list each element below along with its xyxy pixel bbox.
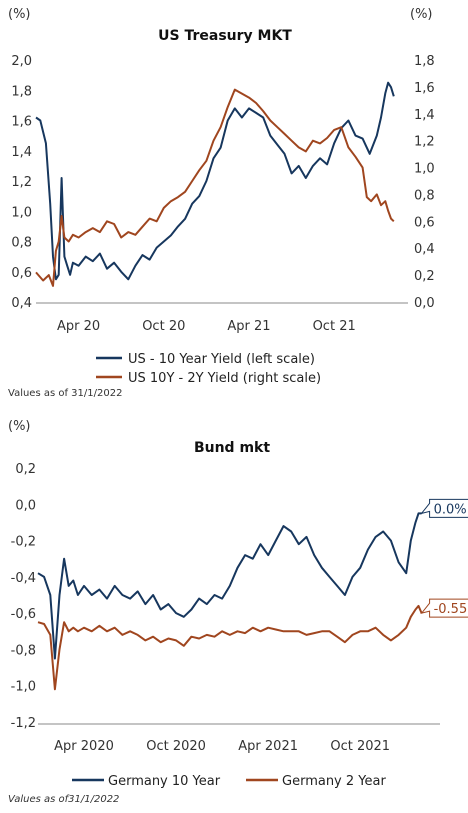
bund-x-tick-label: Oct 2020 bbox=[146, 739, 206, 754]
us-legend-label-spread: US 10Y - 2Y Yield (right scale) bbox=[128, 371, 321, 386]
us-left-tick-label: 1,4 bbox=[11, 145, 32, 160]
bund-y-tick-label: -0,4 bbox=[11, 571, 36, 586]
us-left-unit: (%) bbox=[8, 7, 31, 22]
bund-y-tick-label: -0,6 bbox=[11, 607, 36, 622]
us-left-tick-label: 0,8 bbox=[11, 236, 32, 251]
us-right-tick-label: 0,0 bbox=[414, 296, 435, 311]
us-treasury-chart: (%) (%) US Treasury MKT 0,4 0,6 0,8 1,0 1,2 1… bbox=[8, 7, 435, 399]
bund-x-tick-label: Apr 2020 bbox=[54, 739, 114, 754]
us-right-unit: (%) bbox=[410, 7, 433, 22]
germany-2y-line bbox=[37, 604, 423, 691]
us-chart-title: US Treasury MKT bbox=[158, 28, 292, 44]
us-10y-2y-spread-line bbox=[35, 88, 395, 287]
us-left-tick-label: 0,4 bbox=[11, 296, 32, 311]
us-left-tick-label: 1,0 bbox=[11, 205, 32, 220]
bund-callout-label: -0.55 bbox=[434, 602, 468, 617]
us-right-tick-label: 1,6 bbox=[414, 81, 435, 96]
us-right-tick-label: 1,8 bbox=[414, 54, 435, 69]
bund-y-tick-label: 0,2 bbox=[15, 462, 36, 477]
bund-legend: Germany 10 Year Germany 2 Year bbox=[72, 774, 386, 789]
bund-y-tick-label: -0,2 bbox=[11, 535, 36, 550]
us-legend-label-10y: US - 10 Year Yield (left scale) bbox=[128, 352, 315, 367]
us-x-tick-label: Apr 20 bbox=[57, 319, 100, 334]
us-values-note: Values as of 31/1/2022 bbox=[8, 388, 122, 399]
us-left-tick-label: 1,2 bbox=[11, 175, 32, 190]
us-right-tick-label: 1,0 bbox=[414, 162, 435, 177]
us-right-tick-label: 0,6 bbox=[414, 215, 435, 230]
bund-x-tick-label: Oct 2021 bbox=[330, 739, 390, 754]
bund-series-lines bbox=[37, 512, 423, 691]
bund-values-note: Values as of31/1/2022 bbox=[8, 794, 119, 805]
us-left-axis: 0,4 0,6 0,8 1,0 1,2 1,4 1,6 1,8 2,0 bbox=[11, 54, 32, 311]
us-right-tick-label: 0,2 bbox=[414, 269, 435, 284]
us-left-tick-label: 2,0 bbox=[11, 54, 32, 69]
us-left-tick-label: 0,6 bbox=[11, 266, 32, 281]
bund-legend-label-2y: Germany 2 Year bbox=[282, 774, 386, 789]
us-series-lines bbox=[35, 81, 395, 287]
us-right-axis: 0,0 0,2 0,4 0,6 0,8 1,0 1,2 1,4 1,6 1,8 bbox=[414, 54, 435, 311]
bund-unit: (%) bbox=[8, 419, 31, 434]
us-right-tick-label: 1,4 bbox=[414, 108, 435, 123]
bund-x-tick-label: Apr 2021 bbox=[238, 739, 298, 754]
us-right-tick-label: 0,8 bbox=[414, 188, 435, 203]
bund-callouts: 0.0% -0.55 bbox=[420, 498, 468, 618]
bund-x-axis: Apr 2020 Oct 2020 Apr 2021 Oct 2021 bbox=[54, 739, 390, 754]
bund-y-axis: -1,2 -1,0 -0,8 -0,6 -0,4 -0,2 0,0 0,2 bbox=[11, 462, 36, 731]
bund-callout-box bbox=[420, 598, 468, 618]
bund-chart-title: Bund mkt bbox=[194, 440, 270, 456]
bund-callout-box bbox=[420, 498, 468, 518]
us-x-tick-label: Oct 21 bbox=[313, 319, 356, 334]
us-right-tick-label: 0,4 bbox=[414, 242, 435, 257]
us-x-tick-label: Oct 20 bbox=[142, 319, 185, 334]
us-x-tick-label: Apr 21 bbox=[227, 319, 270, 334]
bund-y-tick-label: -1,0 bbox=[11, 680, 36, 695]
us-right-tick-label: 1,2 bbox=[414, 135, 435, 150]
bund-callout-label: 0.0% bbox=[434, 502, 467, 517]
bund-y-tick-label: -0,8 bbox=[11, 643, 36, 658]
us-x-axis: Apr 20 Oct 20 Apr 21 Oct 21 bbox=[57, 319, 356, 334]
germany-10y-line bbox=[37, 512, 422, 660]
us-10y-yield-line bbox=[35, 81, 395, 281]
bund-legend-label-10y: Germany 10 Year bbox=[108, 774, 221, 789]
bund-chart: (%) Bund mkt -1,2 -1,0 -0,8 -0,6 -0,4 -0,2 0,0… bbox=[8, 419, 468, 805]
bund-y-tick-label: -1,2 bbox=[11, 716, 36, 731]
us-legend: US - 10 Year Yield (left scale) US 10Y -… bbox=[96, 352, 321, 386]
us-left-tick-label: 1,6 bbox=[11, 115, 32, 130]
us-left-tick-label: 1,8 bbox=[11, 84, 32, 99]
bund-y-tick-label: 0,0 bbox=[15, 498, 36, 513]
